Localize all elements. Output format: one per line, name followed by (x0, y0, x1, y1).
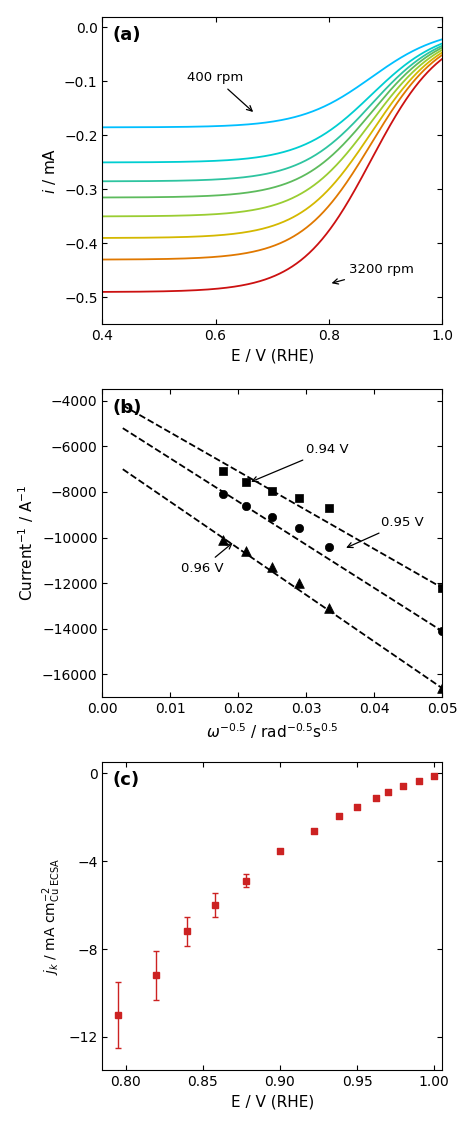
Point (310, 822, 318, 840)
Point (415, 771, 423, 789)
Point (242, 497, 249, 515)
X-axis label: E / V (RHE): E / V (RHE) (230, 349, 314, 364)
Y-axis label: Current$^{-1}$ / A$^{-1}$: Current$^{-1}$ / A$^{-1}$ (17, 485, 36, 601)
Point (219, 463, 227, 481)
Point (400, 777, 407, 795)
Point (353, 798, 361, 816)
Point (295, 574, 302, 592)
Y-axis label: $i$ / mA: $i$ / mA (41, 148, 58, 194)
Y-axis label: $j_{k}$ / mA cm$^{-2}_{\mathregular{Cu\ ECSA}}$: $j_{k}$ / mA cm$^{-2}_{\mathregular{Cu\ … (40, 857, 63, 975)
Point (430, 768, 438, 786)
Text: 3200 rpm: 3200 rpm (333, 263, 413, 284)
Text: (c): (c) (113, 771, 140, 789)
Point (335, 807, 342, 825)
Text: 0.95 V: 0.95 V (347, 516, 424, 547)
Point (438, 679, 446, 697)
Point (276, 842, 284, 860)
Point (219, 530, 227, 548)
Point (325, 499, 333, 517)
Point (219, 485, 227, 503)
Point (325, 599, 333, 617)
Point (295, 489, 302, 507)
Point (295, 519, 302, 537)
X-axis label: $\omega^{-0.5}$ / rad$^{-0.5}$s$^{0.5}$: $\omega^{-0.5}$ / rad$^{-0.5}$s$^{0.5}$ (206, 722, 338, 741)
Point (384, 783, 392, 801)
Text: (b): (b) (113, 399, 142, 417)
Text: (a): (a) (113, 26, 141, 44)
Point (438, 579, 446, 597)
Point (438, 622, 446, 640)
Text: 0.96 V: 0.96 V (181, 544, 232, 574)
Point (268, 482, 276, 500)
Point (372, 789, 379, 807)
Point (268, 558, 276, 577)
Text: 0.94 V: 0.94 V (252, 444, 349, 482)
Point (242, 543, 249, 561)
Text: 400 rpm: 400 rpm (187, 71, 252, 111)
Point (242, 473, 249, 491)
Point (325, 538, 333, 556)
Point (268, 508, 276, 526)
X-axis label: E / V (RHE): E / V (RHE) (230, 1094, 314, 1109)
